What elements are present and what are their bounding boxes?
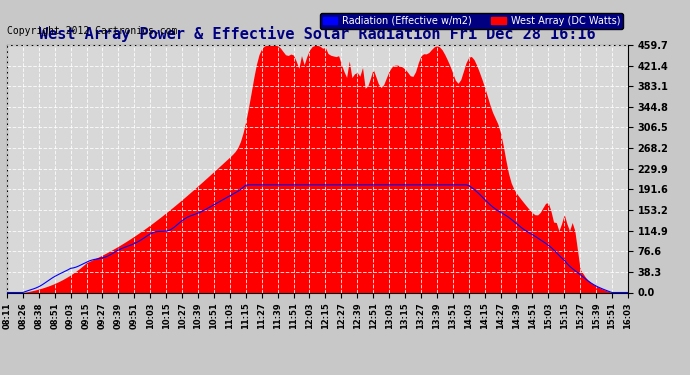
Text: Copyright 2012 Cartronics.com: Copyright 2012 Cartronics.com: [7, 26, 177, 36]
Legend: Radiation (Effective w/m2), West Array (DC Watts): Radiation (Effective w/m2), West Array (…: [319, 13, 623, 28]
Title: West Array Power & Effective Solar Radiation Fri Dec 28 16:16: West Array Power & Effective Solar Radia…: [39, 27, 595, 42]
